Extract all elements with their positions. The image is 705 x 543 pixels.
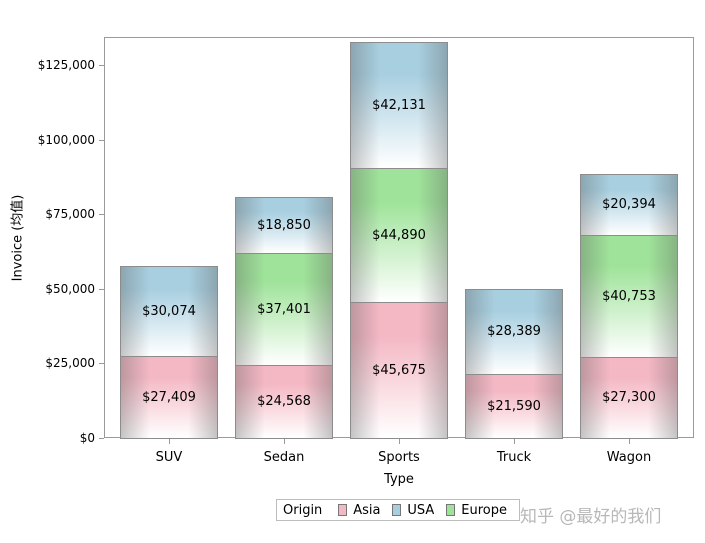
y-tick-mark [99,363,104,365]
y-tick-label: $125,000 [37,58,95,72]
data-label: $27,409 [142,390,196,406]
y-tick-mark [99,65,104,66]
y-tick-label: $25,000 [45,356,95,371]
data-label: $40,753 [602,288,656,304]
x-tick-label: SUV [155,450,183,465]
bar-segment-europe: $37,401 [235,253,333,366]
legend-swatch-usa [392,504,402,516]
x-tick-mark [284,439,285,444]
legend-swatch-europe [446,504,456,516]
y-tick-label: $100,000 [37,132,95,147]
legend-swatch-asia [338,504,348,516]
bar-segment-europe: $44,890 [350,167,448,303]
bar-segment-usa: $30,074 [120,266,218,358]
bar-segment-asia: $27,409 [120,356,218,439]
data-label: $44,890 [372,227,426,243]
bar-segment-asia: $24,568 [235,364,333,439]
watermark: 知乎 @最好的我们 [520,507,662,527]
legend-title: Origin [283,502,323,518]
bar-segment-asia: $27,300 [580,356,678,439]
bar-segment-usa: $28,389 [465,288,563,375]
x-tick-mark [399,439,400,444]
bar-segment-asia: $45,675 [350,301,448,439]
legend-label-usa: USA [407,502,435,518]
data-label: $18,850 [257,217,311,233]
y-tick-label: $0 [79,431,95,445]
y-tick-label: $75,000 [45,207,95,222]
data-label: $21,590 [487,398,541,414]
data-label: $45,675 [372,362,426,378]
bar-segment-usa: $18,850 [235,196,333,255]
legend-label-asia: Asia [353,502,381,518]
x-tick-label: Sedan [263,450,305,465]
data-label: $24,568 [257,394,311,410]
bar-segment-usa: $20,394 [580,174,678,236]
bar-segment-usa: $42,131 [350,42,448,169]
bar-segment-europe: $40,753 [580,234,678,358]
y-tick-mark [99,438,104,439]
data-label: $42,131 [372,97,426,113]
x-tick-mark [629,439,630,444]
legend: Origin Asia USA Europe [276,499,520,521]
data-label: $30,074 [142,304,196,320]
x-tick-mark [514,439,515,444]
x-tick-mark [169,439,170,444]
x-axis-title: Type [384,472,414,487]
data-label: $27,300 [602,390,656,406]
data-label: $20,394 [602,197,656,213]
data-label: $37,401 [257,301,311,317]
y-tick-mark [99,288,104,290]
legend-label-europe: Europe [461,502,507,518]
data-label: $28,389 [487,324,541,340]
x-tick-label: Sports [378,450,420,465]
x-tick-label: Truck [496,450,532,465]
x-tick-label: Wagon [606,450,652,465]
y-axis-title: Invoice (均值) [10,194,26,282]
y-tick-label: $50,000 [45,281,95,296]
bar-segment-asia: $21,590 [465,373,563,439]
y-tick-mark [99,139,104,141]
y-tick-mark [99,214,104,216]
